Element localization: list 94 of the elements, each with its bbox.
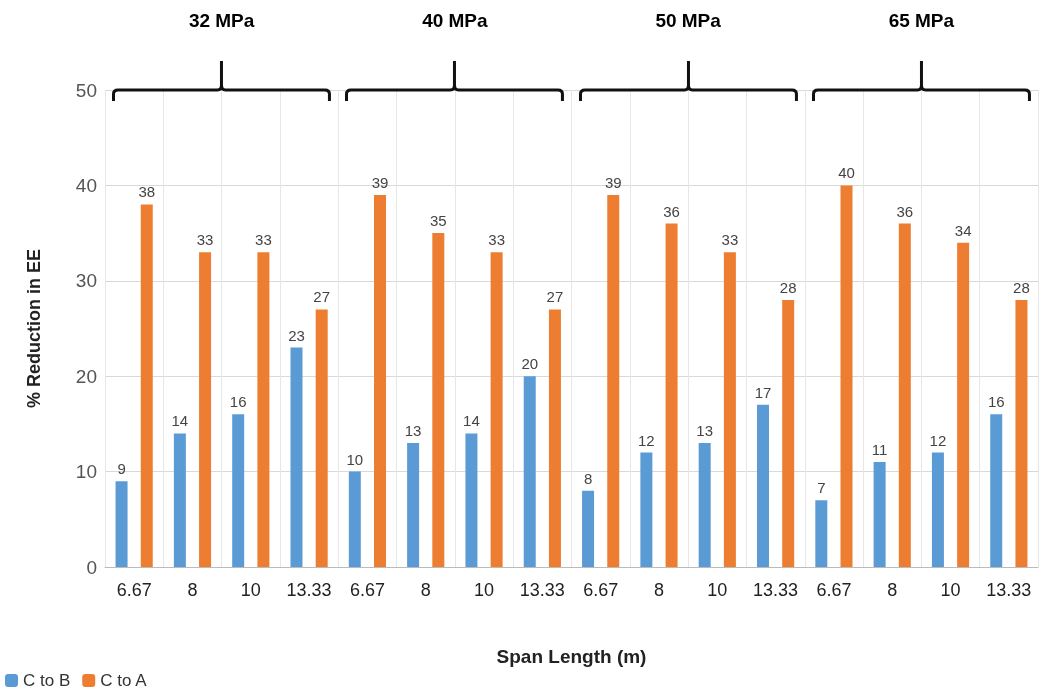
data-label: 16: [229, 393, 247, 411]
text: 65 MPa: [888, 10, 955, 32]
data-label: 14: [171, 412, 189, 430]
x-tick-label: 6.67: [116, 580, 152, 600]
bar: [640, 452, 653, 567]
bar: [607, 194, 620, 567]
text: 40 MPa: [422, 10, 488, 32]
bar: [815, 500, 828, 567]
bar: [465, 433, 478, 567]
data-label: 20: [521, 355, 539, 373]
x-tick-label: 10: [940, 580, 961, 600]
y-tick-label: 40: [75, 174, 97, 196]
x-tick-label: 8: [887, 580, 898, 600]
y-tick-label: 30: [75, 270, 97, 292]
bar: [873, 462, 886, 567]
x-tick-label: 8: [187, 580, 198, 600]
bar: [115, 481, 128, 567]
y-tick-label: 50: [75, 79, 97, 101]
bar: [665, 223, 678, 567]
bar: [1015, 299, 1028, 567]
bar: [407, 442, 420, 567]
x-tick-label: 13.33: [286, 580, 332, 600]
data-label: 39: [371, 173, 389, 191]
x-tick-label: 13.33: [753, 580, 799, 600]
data-label: 12: [929, 431, 947, 449]
bar: [756, 404, 769, 567]
x-tick-label: 10: [240, 580, 261, 600]
x-tick-label: 8: [420, 580, 431, 600]
x-tick-label: 13.33: [986, 580, 1032, 600]
data-label: 12: [638, 431, 655, 449]
data-label: 33: [721, 231, 739, 249]
data-label: 27: [313, 288, 331, 306]
bar: [199, 252, 212, 567]
data-label: 16: [987, 393, 1005, 411]
data-label: 14: [463, 412, 480, 430]
bar: [173, 433, 186, 567]
x-tick-label: 6.67: [583, 580, 619, 600]
bar: [931, 452, 944, 567]
data-label: 13: [696, 421, 714, 439]
x-tick-label: 10: [474, 580, 495, 600]
y-tick-label: 10: [75, 461, 97, 483]
bar: [315, 309, 328, 567]
bar: [432, 233, 445, 567]
bar: [957, 242, 970, 567]
data-label: 7: [817, 479, 826, 497]
data-label: 35: [429, 212, 447, 230]
bar: [990, 414, 1003, 567]
x-axis-title: Span Length (m): [496, 646, 647, 667]
text: 50 MPa: [655, 10, 721, 32]
legend-label: C to A: [100, 671, 148, 690]
bar: [548, 309, 561, 567]
bar: [698, 442, 711, 567]
data-label: 28: [1013, 278, 1030, 296]
bar: [582, 490, 595, 567]
data-label: 36: [663, 202, 680, 220]
x-tick-label: 10: [707, 580, 728, 600]
bar: [840, 185, 853, 567]
data-label: 34: [954, 221, 972, 239]
data-label: 40: [838, 164, 855, 182]
bar: [898, 223, 911, 567]
bar: [523, 376, 536, 567]
x-tick-label: 6.67: [816, 580, 852, 600]
data-label: 39: [604, 173, 622, 191]
x-tick-label: 6.67: [349, 580, 385, 600]
data-label: 28: [779, 278, 797, 296]
data-label: 27: [546, 288, 564, 306]
bar: [782, 299, 795, 567]
bar: [374, 194, 387, 567]
bar: [490, 252, 503, 567]
bar: [348, 471, 361, 567]
data-label: 17: [754, 383, 772, 401]
data-label: 23: [288, 326, 305, 344]
y-tick-label: 20: [75, 365, 97, 387]
bar: [257, 252, 270, 567]
data-label: 11: [871, 441, 888, 459]
data-label: 13: [404, 421, 422, 439]
data-label: 33: [488, 231, 505, 249]
data-label: 33: [255, 231, 272, 249]
data-label: 8: [583, 469, 593, 487]
bar: [723, 252, 736, 567]
bar: [290, 347, 303, 567]
x-tick-label: 13.33: [519, 580, 565, 600]
x-tick-label: 8: [653, 580, 664, 600]
y-axis-title: % Reduction in EE: [24, 248, 44, 409]
legend-label: C to B: [23, 671, 71, 690]
data-label: 38: [138, 183, 156, 201]
y-tick-label: 0: [86, 556, 97, 578]
data-label: 9: [117, 460, 126, 478]
bar: [140, 204, 153, 567]
data-label: 10: [346, 450, 364, 468]
data-label: 36: [896, 202, 914, 220]
bar: [232, 414, 245, 567]
data-label: 33: [196, 231, 214, 249]
text: 32 MPa: [188, 10, 255, 32]
